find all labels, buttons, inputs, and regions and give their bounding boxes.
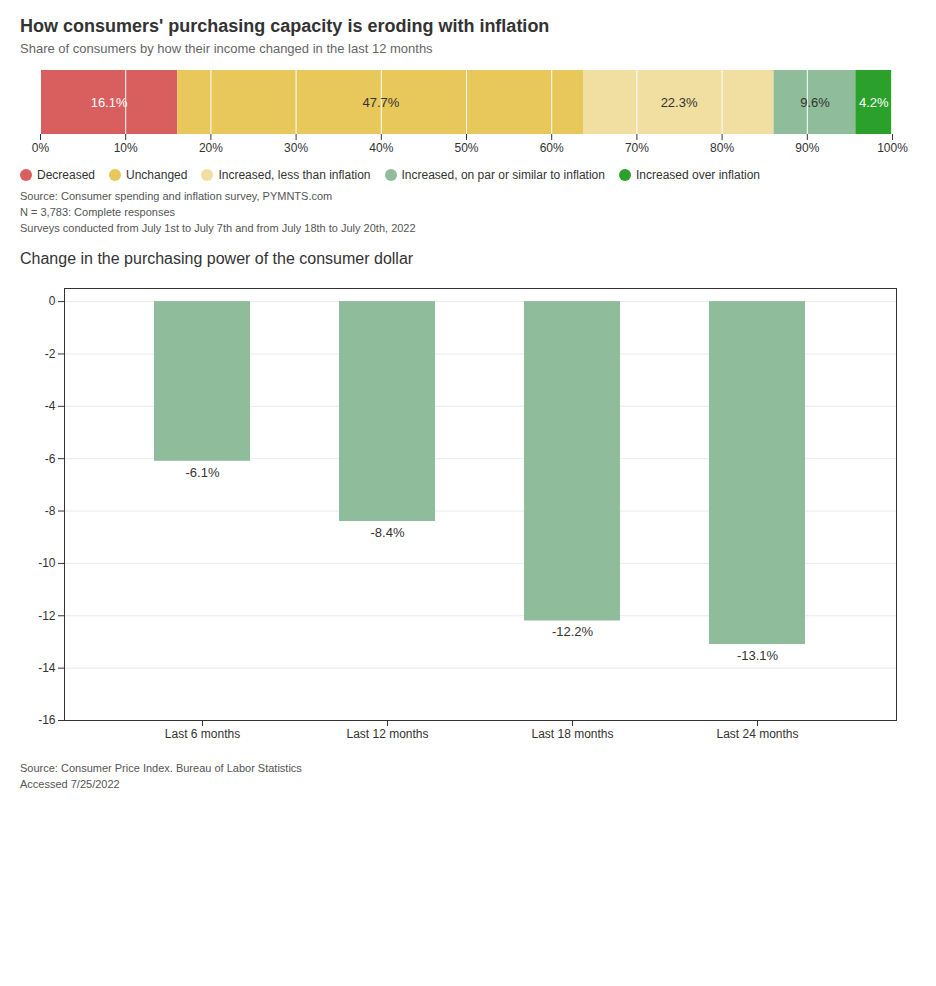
svg-text:-16: -16 — [38, 713, 56, 727]
svg-text:30%: 30% — [284, 141, 308, 155]
svg-text:-6.1%: -6.1% — [186, 465, 220, 480]
svg-text:-8.4%: -8.4% — [371, 525, 405, 540]
html-text:Increased over inflation: Increased over inflation — [636, 168, 760, 182]
svg-text:9.6%: 9.6% — [800, 95, 830, 110]
html-text:Change in the purchasing power: Change in the purchasing power of the co… — [20, 250, 414, 267]
html-text:Source: Consumer Price Index.: Source: Consumer Price Index. Bureau of … — [20, 762, 302, 774]
html-text:How consumers' purchasing capa: How consumers' purchasing capacity is er… — [20, 16, 550, 36]
svg-text:Last 18 months: Last 18 months — [531, 727, 613, 741]
svg-text:100%: 100% — [877, 141, 908, 155]
html-text:Unchanged: Unchanged — [126, 168, 188, 182]
html-text:Increased, less than inflation: Increased, less than inflation — [218, 168, 371, 182]
svg-text:40%: 40% — [369, 141, 393, 155]
svg-text:20%: 20% — [199, 141, 223, 155]
svg-text:90%: 90% — [795, 141, 819, 155]
html-text:Decreased: Decreased — [37, 168, 95, 182]
html-text:Accessed 7/25/2022: Accessed 7/25/2022 — [20, 778, 120, 790]
svg-text:60%: 60% — [540, 141, 564, 155]
html-text:Increased, on par or similar t: Increased, on par or similar to inflatio… — [401, 168, 605, 182]
svg-text:-8: -8 — [45, 504, 56, 518]
svg-text:Last 6 months: Last 6 months — [165, 727, 240, 741]
svg-text:-10: -10 — [38, 556, 56, 570]
svg-text:4.2%: 4.2% — [859, 95, 889, 110]
svg-text:-12.2%: -12.2% — [552, 624, 594, 639]
svg-text:Last 12 months: Last 12 months — [346, 727, 428, 741]
html-text:N = 3,783: Complete responses: N = 3,783: Complete responses — [20, 206, 175, 218]
svg-text:47.7%: 47.7% — [362, 95, 399, 110]
svg-text:-12: -12 — [38, 609, 56, 623]
svg-text:0%: 0% — [32, 141, 50, 155]
html-text:Surveys conducted from July 1s: Surveys conducted from July 1st to July … — [20, 222, 416, 234]
svg-text:70%: 70% — [625, 141, 649, 155]
svg-text:-4: -4 — [45, 399, 56, 413]
svg-text:16.1%: 16.1% — [91, 95, 128, 110]
svg-text:-2: -2 — [45, 347, 56, 361]
svg-text:80%: 80% — [710, 141, 734, 155]
svg-text:10%: 10% — [114, 141, 138, 155]
svg-text:50%: 50% — [454, 141, 478, 155]
html-text:Share of consumers by how thei: Share of consumers by how their income c… — [20, 41, 433, 56]
svg-text:Last 24 months: Last 24 months — [716, 727, 798, 741]
svg-text:-14: -14 — [38, 661, 56, 675]
html-text:Source: Consumer spending and: Source: Consumer spending and inflation … — [20, 190, 333, 202]
svg-text:-6: -6 — [45, 452, 56, 466]
svg-text:0: 0 — [49, 294, 56, 308]
svg-text:-13.1%: -13.1% — [737, 648, 779, 663]
svg-text:22.3%: 22.3% — [661, 95, 698, 110]
